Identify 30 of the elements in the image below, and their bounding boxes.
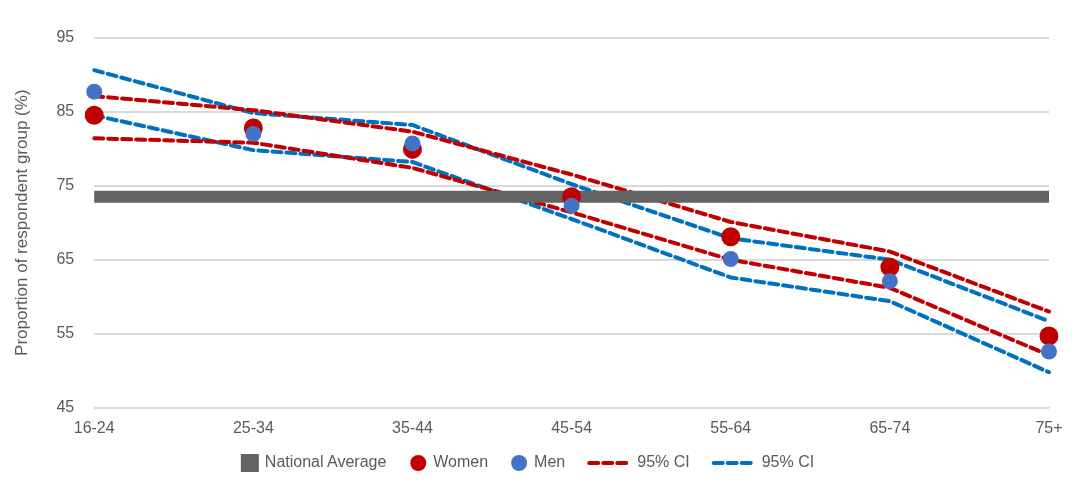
y-tick-label: 95: [56, 28, 75, 46]
point: [84, 105, 104, 125]
x-tick-label: 55-64: [710, 418, 752, 436]
y-tick-label: 45: [56, 398, 75, 416]
legend-label: Women: [433, 453, 489, 471]
legend-label: National Average: [264, 453, 387, 471]
point: [86, 83, 103, 100]
y-tick-label: 65: [56, 250, 75, 268]
point: [1041, 343, 1057, 360]
x-tick-label: 35-44: [392, 418, 434, 436]
point: [722, 250, 739, 267]
y-axis-title: Proportion of respondent group (%): [11, 89, 31, 356]
legend-label: 95% CI: [761, 453, 815, 471]
point: [881, 273, 898, 290]
x-tick-label: 45-54: [551, 418, 593, 436]
y-tick-label: 75: [56, 176, 75, 194]
y-tick-label: 85: [56, 102, 75, 120]
legend-label: 95% CI: [637, 453, 690, 471]
point: [563, 197, 580, 214]
x-tick-label: 65-74: [869, 418, 911, 436]
point: [1039, 326, 1059, 346]
legend-label: Men: [534, 453, 566, 471]
x-tick-label: 75+: [1035, 418, 1063, 436]
point: [245, 125, 262, 142]
x-tick-label: 16-24: [73, 418, 115, 436]
point: [404, 135, 421, 152]
point: [721, 227, 741, 247]
point: [880, 257, 900, 277]
x-tick-label: 25-34: [232, 418, 274, 436]
y-tick-label: 55: [56, 324, 75, 342]
